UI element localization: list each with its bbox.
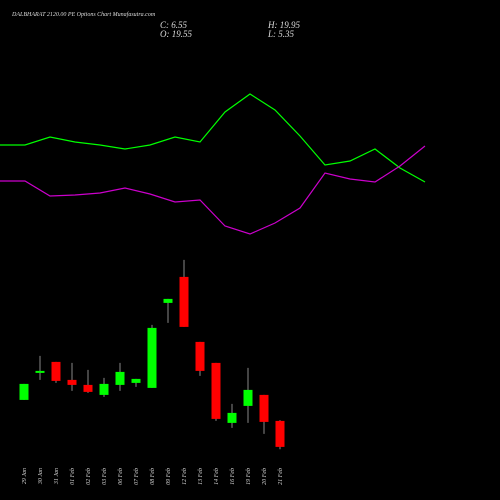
candle-body (51, 361, 61, 381)
candle-body (195, 341, 205, 371)
open-label: O: 19.55 (160, 29, 192, 39)
chart-title: DALBHARAT 2120.00 PE Options Chart Munaf… (11, 11, 156, 18)
indicator-line (0, 93, 426, 183)
x-tick-label: 13 Feb (198, 468, 204, 485)
low-label: L: 5.35 (267, 29, 295, 39)
candle-body (83, 384, 93, 392)
x-tick-label: 08 Feb (150, 468, 156, 485)
x-tick-label: 07 Feb (134, 468, 140, 485)
x-tick-label: 29 Jan (22, 468, 28, 484)
x-tick-label: 16 Feb (230, 468, 236, 485)
x-tick-label: 14 Feb (213, 468, 220, 485)
candle-body (19, 383, 29, 400)
candle-body (179, 276, 189, 327)
close-label: C: 6.55 (160, 20, 188, 30)
x-tick-label: 02 Feb (86, 468, 92, 485)
candle-body (259, 394, 269, 422)
high-label: H: 19.95 (267, 20, 300, 30)
candle-body (115, 371, 125, 385)
candle-body (227, 412, 237, 423)
x-tick-label: 06 Feb (118, 468, 124, 485)
candle-body (147, 327, 157, 388)
x-tick-label: 01 Feb (70, 468, 76, 485)
candle-body (275, 420, 285, 447)
indicator-line (0, 145, 426, 235)
candle-body (35, 370, 45, 373)
candle-body (131, 378, 141, 383)
candle-body (67, 379, 77, 385)
x-tick-label: 20 Feb (262, 468, 268, 485)
x-tick-label: 31 Jan (54, 468, 60, 485)
x-tick-label: 12 Feb (182, 468, 188, 485)
x-tick-label: 30 Jan (38, 468, 44, 485)
x-tick-label: 03 Feb (102, 468, 108, 485)
x-tick-label: 21 Feb (278, 468, 284, 485)
x-tick-label: 09 Feb (166, 468, 172, 485)
candle-body (163, 298, 173, 303)
candle-body (243, 389, 253, 406)
x-tick-label: 19 Feb (246, 468, 252, 485)
candle-body (211, 362, 221, 419)
candle-body (99, 383, 109, 395)
